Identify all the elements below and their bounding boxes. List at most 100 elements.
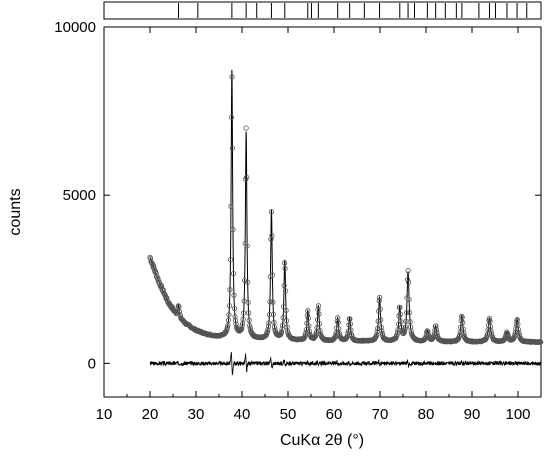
observed-data-point: [402, 324, 409, 330]
observed-data-point: [403, 310, 410, 316]
observed-data-point: [153, 270, 159, 276]
observed-data-point: [305, 315, 311, 321]
observed-data-point: [400, 330, 407, 337]
observed-data-point: [515, 321, 521, 327]
observed-data-point: [397, 311, 404, 318]
observed-data-point: [226, 303, 233, 309]
observed-data-point: [269, 272, 276, 278]
observed-data-point: [267, 299, 273, 305]
observed-data-point: [347, 316, 353, 322]
observed-data-point: [282, 265, 288, 272]
observed-data-point: [349, 333, 355, 339]
observed-data-point: [430, 335, 436, 341]
observed-data-point: [312, 334, 318, 340]
x-axis-label: CuKα 2θ (°): [280, 432, 364, 449]
observed-data-point: [484, 333, 490, 339]
observed-data-point: [397, 304, 403, 310]
observed-data-point: [347, 321, 353, 327]
observed-data-point: [279, 322, 286, 328]
observed-data-point: [225, 322, 231, 328]
observed-data-point: [486, 315, 493, 321]
observed-data-point: [501, 337, 507, 344]
observed-data-point: [228, 114, 235, 120]
observed-data-point: [334, 318, 340, 325]
observed-points-layer: [147, 74, 544, 346]
observed-data-point: [245, 279, 251, 285]
observed-data-point: [306, 323, 312, 329]
observed-data-point: [504, 330, 510, 336]
observed-data-point: [405, 279, 412, 285]
observed-data-point: [264, 329, 270, 335]
observed-data-point: [315, 303, 322, 309]
observed-data-point: [405, 268, 411, 274]
x-tick-label: 100: [505, 406, 530, 423]
x-tick-label: 60: [326, 406, 343, 423]
observed-data-point: [279, 326, 285, 332]
calculated-profile-line: [149, 69, 541, 343]
observed-data-point: [265, 327, 271, 333]
observed-data-point: [230, 270, 237, 277]
observed-data-point: [377, 306, 383, 312]
observed-data-point: [398, 318, 404, 325]
x-tick-label: 80: [418, 406, 435, 423]
observed-data-point: [314, 317, 321, 323]
y-tick-label: 0: [88, 355, 96, 372]
difference-curve-layer: [149, 351, 542, 376]
observed-data-point: [345, 331, 351, 337]
calculated-profile-layer: [149, 69, 541, 343]
observed-data-point: [229, 145, 236, 151]
x-tick-label: 70: [372, 406, 389, 423]
observed-data-point: [232, 318, 239, 324]
observed-data-point: [305, 308, 311, 314]
observed-data-point: [394, 330, 401, 336]
observed-data-point: [379, 328, 385, 334]
observed-data-point: [515, 326, 521, 333]
x-tick-label: 30: [188, 406, 205, 423]
observed-data-point: [433, 327, 439, 333]
observed-data-point: [404, 276, 411, 283]
observed-data-point: [281, 282, 287, 289]
observed-data-point: [227, 287, 233, 293]
observed-data-point: [238, 326, 245, 332]
observed-data-point: [246, 310, 252, 316]
observed-data-point: [162, 292, 168, 298]
observed-data-point: [377, 294, 383, 301]
observed-data-point: [227, 256, 234, 263]
observed-data-point: [268, 236, 274, 242]
observed-data-point: [283, 307, 289, 314]
observed-data-point: [270, 299, 276, 305]
observed-data-point: [314, 325, 320, 331]
x-tick-label: 40: [234, 406, 251, 423]
observed-data-point: [283, 288, 289, 294]
observed-data-point: [406, 309, 413, 316]
observed-data-point: [488, 331, 495, 337]
observed-data-point: [284, 318, 290, 324]
observed-data-point: [488, 328, 494, 334]
observed-data-point: [230, 227, 236, 233]
observed-data-point: [160, 287, 166, 293]
observed-data-point: [407, 319, 413, 325]
observed-data-point: [311, 334, 318, 340]
observed-data-point: [406, 296, 412, 303]
observed-data-point: [281, 260, 288, 266]
observed-data-point: [239, 323, 245, 329]
observed-data-point: [278, 329, 285, 335]
observed-data-point: [424, 328, 430, 334]
observed-data-point: [270, 311, 277, 317]
x-tick-label: 20: [142, 406, 159, 423]
observed-data-point: [345, 328, 351, 334]
observed-data-point: [486, 317, 492, 323]
observed-data-point: [231, 292, 237, 298]
observed-data-point: [228, 203, 234, 209]
observed-data-point: [394, 332, 400, 338]
reflection-strip-frame: [103, 1, 542, 20]
x-tick-label: 50: [280, 406, 297, 423]
observed-data-point: [231, 305, 238, 312]
observed-data-point: [244, 243, 250, 249]
observed-data-point: [459, 314, 465, 320]
observed-data-point: [246, 317, 252, 323]
y-axis-label: counts: [7, 188, 24, 235]
observed-data-point: [241, 310, 247, 316]
observed-data-point: [244, 174, 250, 180]
